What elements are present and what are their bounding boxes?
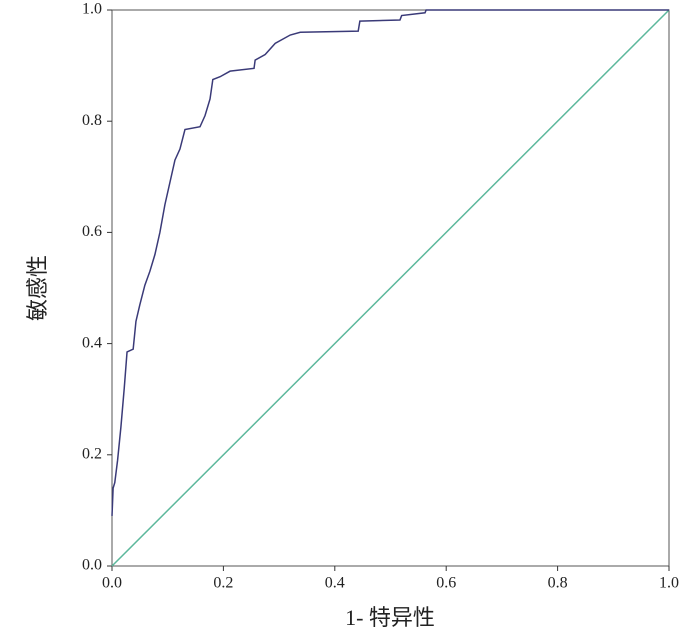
series-line xyxy=(111,9,670,567)
x-axis-label: 1- 特异性 xyxy=(345,605,435,630)
x-tick-label: 0.8 xyxy=(548,575,568,592)
x-tick-label: 0.2 xyxy=(213,575,233,592)
x-tick-label: 0.6 xyxy=(436,575,456,592)
y-tick-label: 0.2 xyxy=(82,445,102,462)
x-tick-label: 0.0 xyxy=(102,575,122,592)
y-tick-label: 0.4 xyxy=(82,334,102,351)
x-tick-label: 0.4 xyxy=(325,575,345,592)
y-tick-label: 0.0 xyxy=(82,557,102,574)
plot-frame xyxy=(111,9,670,567)
y-tick-label: 1.0 xyxy=(82,1,102,18)
y-tick-label: 0.6 xyxy=(82,223,102,240)
y-axis-label: 敏感性 xyxy=(25,255,50,321)
x-tick-label: 1.0 xyxy=(659,575,679,592)
series-line xyxy=(111,9,669,516)
y-tick-label: 0.8 xyxy=(82,112,102,129)
